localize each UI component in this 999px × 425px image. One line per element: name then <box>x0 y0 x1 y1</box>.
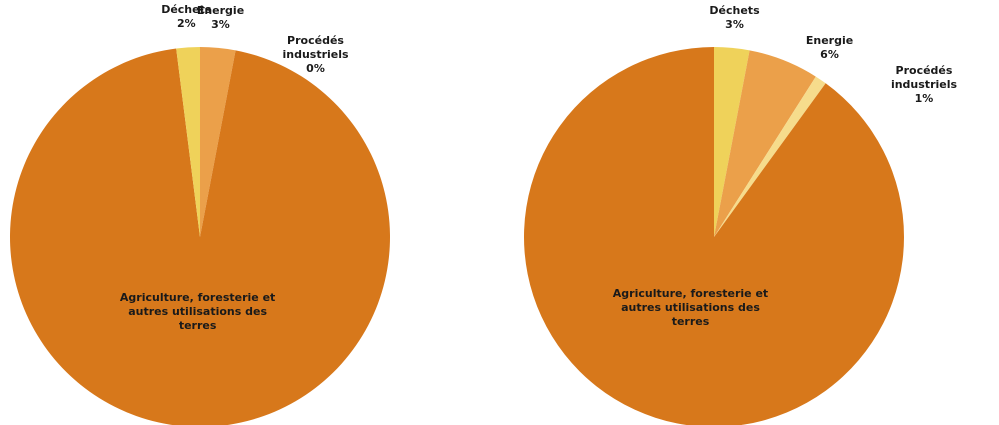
value-label: 0% <box>306 61 325 75</box>
value-label: 2% <box>176 17 196 31</box>
category-label: Déchets <box>709 3 760 17</box>
pie-slice <box>714 50 816 238</box>
slice-label: Déchets 3% <box>695 4 775 32</box>
pie-slice <box>714 47 750 237</box>
category-label: Procédés industriels <box>890 63 958 91</box>
category-label: Procédés industriels <box>282 33 349 61</box>
category-label: Energie <box>196 3 245 17</box>
category-label: Agriculture, foresterie et autres utilis… <box>612 287 769 329</box>
value-label: 3% <box>211 17 230 31</box>
value-label: 6% <box>820 47 839 61</box>
pie-slice <box>524 47 904 425</box>
slice-label: Energie 6% <box>790 34 870 62</box>
pie-slice <box>176 47 200 237</box>
pie-slice <box>714 76 826 237</box>
slice-label: Energie 3% <box>181 4 261 32</box>
value-label: 1% <box>914 91 934 105</box>
slice-label: Déchets 2% <box>146 3 226 31</box>
pie-slice <box>200 47 236 237</box>
category-label: Déchets <box>161 3 212 17</box>
slice-label: Agriculture, foresterie et autres utilis… <box>113 291 283 333</box>
slice-label: Procédés industriels 0% <box>276 34 356 76</box>
slice-label: Procédés industriels 1% <box>884 64 964 106</box>
pie-slice <box>10 48 390 425</box>
slice-label: Agriculture, foresterie et autres utilis… <box>606 287 776 329</box>
category-label: Energie <box>805 33 854 47</box>
value-label: 3% <box>725 17 744 31</box>
category-label: Agriculture, foresterie et autres utilis… <box>119 290 276 332</box>
